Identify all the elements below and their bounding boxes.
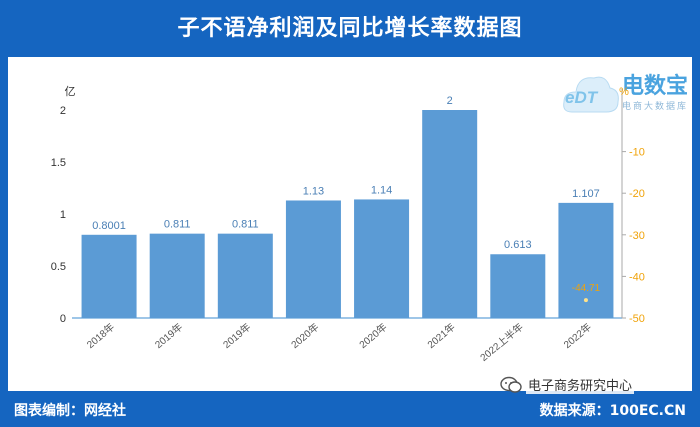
x-tick-label: 2020年 (288, 320, 321, 351)
y2-tick-label: -40 (629, 271, 645, 283)
watermark: eDT 电数宝 电商大数据库 (560, 58, 690, 124)
x-tick-label: 2022上半年 (477, 320, 525, 364)
bar-value-label: 1.107 (572, 188, 600, 200)
y-axis-label: 亿 (65, 85, 76, 98)
y-tick-label: 0 (60, 313, 66, 325)
cloud-icon (563, 76, 619, 113)
wechat-label: 电子商务研究中心 (526, 375, 635, 394)
header: 子不语净利润及同比增长率数据图 (0, 0, 700, 52)
watermark-brand: 电数宝 (622, 74, 689, 99)
y-tick-label: 1 (60, 209, 66, 221)
bar (149, 233, 205, 318)
wechat-icon (500, 376, 522, 393)
y-tick-label: 2 (60, 105, 66, 117)
x-tick-label: 2018年 (84, 320, 117, 351)
secondary-value-label: -44.71 (572, 283, 601, 294)
bar-value-label: 2 (447, 95, 453, 107)
bar-value-label: 1.13 (303, 185, 324, 197)
footer: 图表编制：网经社 数据来源：100EC.CN (0, 391, 700, 427)
y2-tick-label: -30 (629, 230, 645, 242)
watermark-sub: 电商大数据库 (622, 102, 689, 112)
y-tick-label: 0.5 (51, 261, 66, 273)
y2-tick-label: -50 (629, 313, 645, 325)
x-tick-label: 2020年 (356, 320, 389, 351)
footer-source: 数据来源：100EC.CN (539, 403, 686, 419)
chart-title: 子不语净利润及同比增长率数据图 (177, 16, 523, 41)
y2-tick-label: -20 (629, 188, 645, 200)
bar-value-label: 0.811 (232, 219, 259, 231)
watermark-logo: eDT (565, 88, 598, 107)
bar (81, 234, 137, 318)
bar-value-label: 1.14 (371, 184, 392, 196)
bar (490, 254, 546, 318)
bar-value-label: 0.613 (504, 239, 532, 251)
footer-credit: 图表编制：网经社 (14, 403, 126, 419)
y2-axis-label: % (619, 86, 629, 98)
bar-value-label: 0.811 (164, 219, 191, 231)
bar (285, 200, 341, 318)
bar (354, 199, 410, 318)
bar (217, 233, 273, 318)
x-tick-label: 2019年 (152, 320, 185, 351)
y-tick-label: 1.5 (51, 157, 66, 169)
x-tick-label: 2022年 (561, 320, 594, 351)
secondary-point (583, 298, 588, 303)
y2-tick-label: -10 (629, 147, 645, 159)
x-tick-label: 2019年 (220, 320, 253, 351)
wechat-tag: 电子商务研究中心 (500, 375, 635, 394)
bar (422, 110, 478, 318)
x-tick-label: 2021年 (425, 320, 458, 351)
bar-value-label: 0.8001 (92, 220, 126, 232)
